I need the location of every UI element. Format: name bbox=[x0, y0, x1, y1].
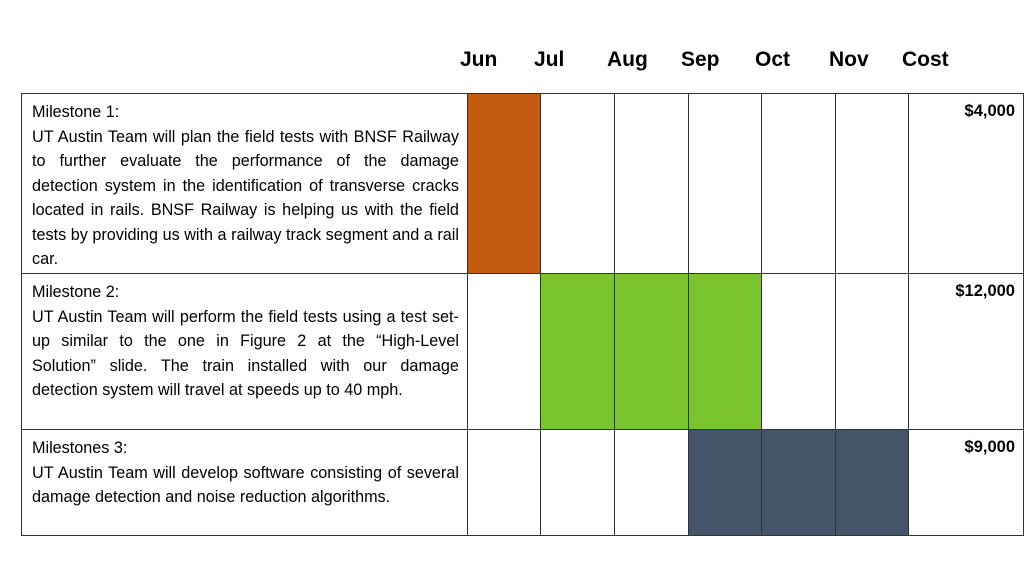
schedule-cell-jul bbox=[540, 273, 616, 430]
schedule-cell-jul bbox=[540, 93, 616, 274]
schedule-cell-sep bbox=[687, 273, 763, 430]
milestone-title: Milestones 3: bbox=[32, 439, 128, 457]
milestone-description: UT Austin Team will plan the field tests… bbox=[32, 127, 459, 269]
milestone-row-2: Milestone 2: UT Austin Team will perform… bbox=[21, 273, 1024, 430]
milestone-description: UT Austin Team will develop software con… bbox=[32, 463, 459, 507]
milestone-cost: $4,000 bbox=[908, 93, 1024, 274]
schedule-cell-sep bbox=[687, 93, 763, 274]
milestone-cost: $12,000 bbox=[908, 273, 1024, 430]
schedule-cell-nov bbox=[834, 429, 910, 536]
milestone-description-cell: Milestone 1: UT Austin Team will plan th… bbox=[21, 93, 468, 274]
milestone-row-3: Milestones 3: UT Austin Team will develo… bbox=[21, 429, 1024, 536]
schedule-cell-jun bbox=[466, 273, 542, 430]
milestone-title: Milestone 2: bbox=[32, 283, 120, 301]
month-header-aug: Aug bbox=[607, 48, 648, 71]
milestone-row-1: Milestone 1: UT Austin Team will plan th… bbox=[21, 93, 1024, 274]
schedule-cell-jun bbox=[466, 429, 542, 536]
schedule-cell-aug bbox=[614, 429, 689, 536]
schedule-cell-oct bbox=[761, 429, 836, 536]
cost-header: Cost bbox=[902, 48, 949, 71]
milestone-title: Milestone 1: bbox=[32, 103, 120, 121]
milestone-description: UT Austin Team will perform the field te… bbox=[32, 307, 459, 400]
schedule-cell-oct bbox=[761, 273, 836, 430]
milestone-description-cell: Milestone 2: UT Austin Team will perform… bbox=[21, 273, 468, 430]
schedule-cell-sep bbox=[687, 429, 763, 536]
schedule-cell-jul bbox=[540, 429, 616, 536]
schedule-cell-aug bbox=[614, 93, 689, 274]
milestone-gantt-table: Milestone 1: UT Austin Team will plan th… bbox=[21, 93, 1024, 536]
month-header-nov: Nov bbox=[829, 48, 869, 71]
month-header-jun: Jun bbox=[460, 48, 498, 71]
schedule-cell-oct bbox=[761, 93, 836, 274]
month-header-jul: Jul bbox=[534, 48, 565, 71]
milestone-cost: $9,000 bbox=[908, 429, 1024, 536]
schedule-cell-nov bbox=[834, 273, 910, 430]
schedule-cell-nov bbox=[834, 93, 910, 274]
month-header-oct: Oct bbox=[755, 48, 791, 71]
milestone-description-cell: Milestones 3: UT Austin Team will develo… bbox=[21, 429, 468, 536]
month-header-sep: Sep bbox=[681, 48, 720, 71]
schedule-cell-jun bbox=[466, 93, 542, 274]
schedule-cell-aug bbox=[614, 273, 689, 430]
